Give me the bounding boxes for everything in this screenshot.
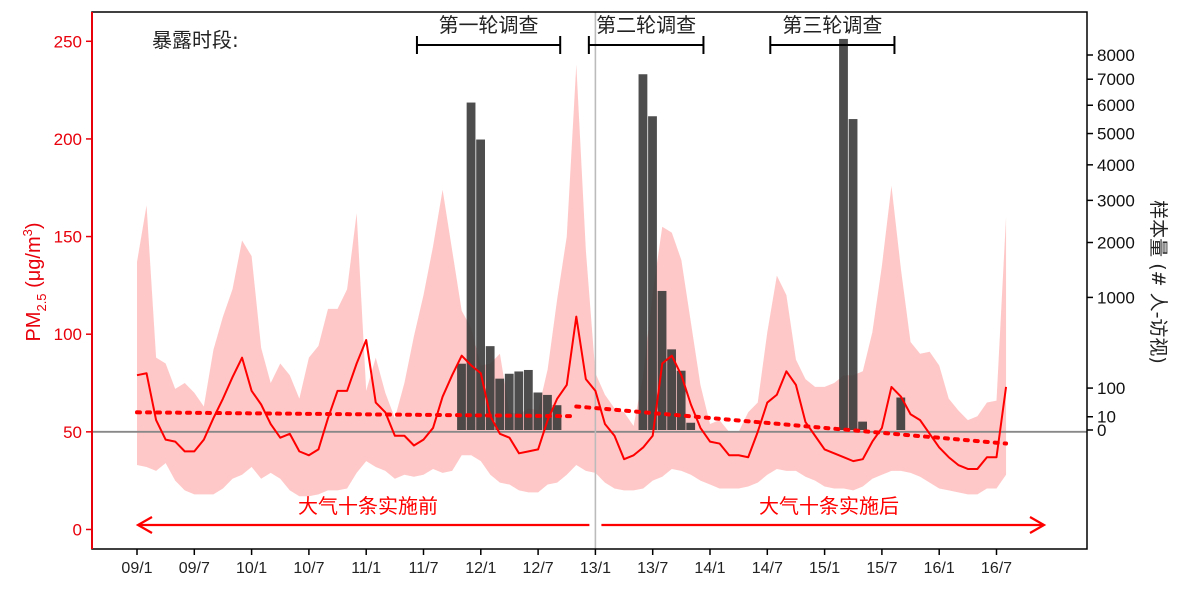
sample-bar-20 [896, 397, 906, 430]
right-tick-label-5000: 5000 [1097, 125, 1135, 144]
right-tick-label-100: 100 [1097, 379, 1125, 398]
policy-after-label: 大气十条实施后 [759, 494, 899, 518]
arrow-before-head [135, 516, 153, 534]
right-tick-label-0: 0 [1097, 421, 1106, 440]
left-tick-label-50: 50 [63, 423, 82, 442]
sample-bar-16 [686, 422, 696, 430]
survey-rounds: 第一轮调查 第二轮调查 第三轮调查 [415, 13, 896, 54]
left-y-axis-label: PM2.5 (μg/m3) [20, 222, 49, 341]
right-tick-label-10: 10 [1097, 408, 1116, 427]
x-tick-label-11: 14/7 [752, 560, 783, 577]
sample-bar-8 [533, 392, 543, 430]
right-tick-label-7000: 7000 [1097, 70, 1135, 89]
x-tick-label-14: 16/1 [924, 560, 955, 577]
sample-size-bars [457, 38, 906, 431]
x-tick-label-4: 11/1 [351, 560, 381, 577]
x-tick-label-8: 13/1 [580, 560, 611, 577]
left-tick-label-200: 200 [54, 130, 82, 149]
x-tick-label-2: 10/1 [236, 560, 267, 577]
x-tick-label-3: 10/7 [293, 560, 324, 577]
right-tick-label-4000: 4000 [1097, 156, 1135, 175]
sample-bar-3 [485, 346, 495, 430]
round-1-label: 第一轮调查 [439, 13, 539, 37]
sample-bar-11 [638, 74, 648, 430]
x-axis: 09/1 09/7 10/1 10/7 11/1 11/7 12/1 12/7 13/1 13/7… [121, 549, 1012, 577]
sample-bar-14 [667, 349, 676, 430]
policy-before-label: 大气十条实施前 [298, 494, 438, 518]
right-tick-label-1000: 1000 [1097, 288, 1135, 307]
left-tick-label-150: 150 [54, 228, 82, 247]
policy-arrows: 大气十条实施前 大气十条实施后 [135, 494, 1047, 534]
exposure-period-label: 暴露时段: [152, 28, 239, 52]
right-y-axis: 010 100 1000 2000 3000 4000 5000 6000 7000 8000 [1087, 46, 1135, 440]
x-tick-label-9: 13/7 [637, 560, 668, 577]
sample-bar-7 [523, 369, 533, 430]
round-2-label: 第二轮调查 [596, 13, 696, 37]
sample-bar-19 [858, 421, 867, 430]
sample-bar-0 [457, 363, 466, 430]
right-tick-label-6000: 6000 [1097, 96, 1135, 115]
left-tick-label-100: 100 [54, 325, 82, 344]
x-tick-label-12: 15/1 [809, 560, 840, 577]
x-tick-label-0: 09/1 [121, 560, 152, 577]
pm25-band-area [137, 64, 1007, 497]
right-tick-label-8000: 8000 [1097, 46, 1135, 65]
trend-after [574, 404, 1009, 446]
round-3-label: 第三轮调查 [782, 13, 882, 37]
sample-bar-17 [839, 38, 848, 430]
left-tick-label-0: 0 [73, 520, 82, 539]
sample-bar-1 [466, 102, 476, 431]
x-tick-label-6: 12/1 [465, 560, 496, 577]
x-tick-label-5: 11/7 [409, 560, 439, 577]
sample-bar-12 [648, 116, 657, 430]
sample-bar-13 [657, 290, 667, 430]
right-y-axis-label: 样本量 (# 人-访视) [1147, 200, 1169, 364]
trend-lines [135, 404, 1009, 446]
sample-bar-6 [514, 371, 524, 430]
sample-bar-5 [504, 373, 514, 430]
x-tick-label-15: 16/7 [981, 560, 1012, 577]
right-tick-label-2000: 2000 [1097, 234, 1135, 253]
x-tick-label-13: 15/7 [866, 560, 897, 577]
sample-bar-9 [543, 394, 552, 430]
pm25-range-band [137, 64, 1007, 497]
arrow-after-head [1029, 516, 1047, 534]
trend-before [135, 410, 579, 419]
left-y-axis: 0 50 100 150 200 250 [54, 12, 93, 549]
right-tick-label-3000: 3000 [1097, 191, 1135, 210]
x-tick-label-1: 09/7 [179, 560, 210, 577]
x-tick-label-7: 12/7 [523, 560, 554, 577]
left-tick-label-250: 250 [54, 32, 82, 51]
sample-bar-15 [676, 370, 686, 430]
sample-bar-4 [495, 378, 505, 430]
sample-bar-18 [848, 119, 858, 430]
pm25-line [136, 315, 1008, 470]
sample-bar-2 [476, 139, 485, 430]
x-tick-label-10: 14/1 [694, 560, 725, 577]
